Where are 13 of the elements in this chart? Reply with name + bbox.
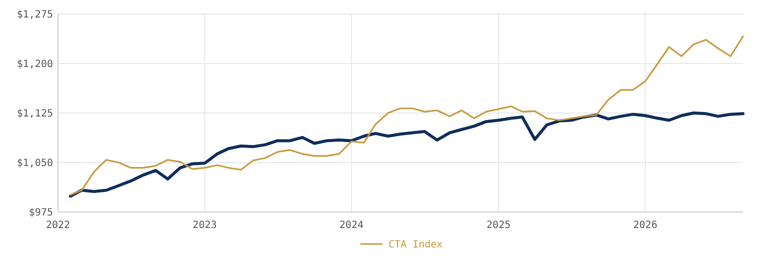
x-tick-label: 2023 bbox=[192, 220, 217, 231]
y-tick-label: $1,275 bbox=[16, 10, 53, 20]
y-tick-label: $1,050 bbox=[16, 158, 53, 169]
x-tick-label: 2026 bbox=[633, 220, 658, 231]
y-tick-label: $975 bbox=[28, 208, 53, 218]
line-series bbox=[70, 36, 744, 196]
x-tick-label: 2025 bbox=[486, 220, 511, 231]
x-tick-label: 2024 bbox=[339, 220, 364, 231]
legend-label: CTA Index bbox=[388, 240, 443, 250]
line-series bbox=[68, 112, 744, 198]
y-tick-label: $1,200 bbox=[16, 59, 53, 70]
x-tick-label: 2022 bbox=[46, 220, 70, 231]
y-tick-label: $1,125 bbox=[16, 108, 53, 120]
